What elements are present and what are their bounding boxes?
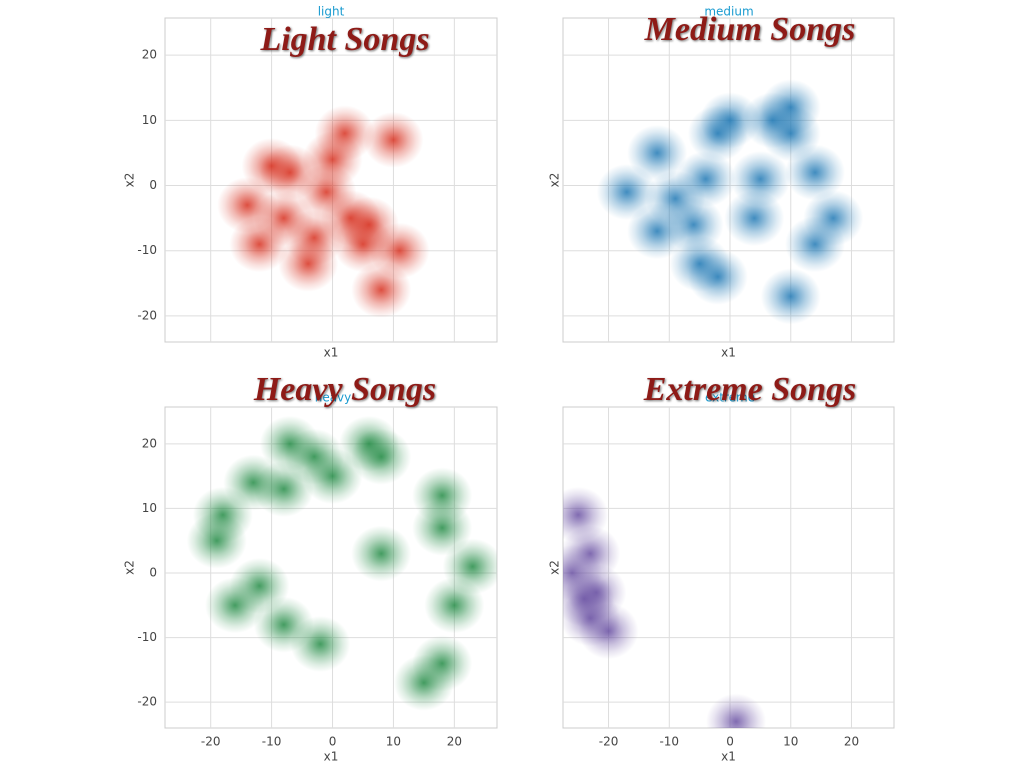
density-layer: [186, 415, 497, 711]
density-peak: [803, 190, 864, 247]
panel-subtitle: heavy: [315, 391, 352, 405]
y-tick-label: 10: [142, 501, 157, 515]
y-tick-label: 20: [142, 48, 157, 62]
density-peak: [627, 124, 688, 181]
y-tick-label: -20: [137, 695, 157, 709]
x-tick-label: 20: [447, 735, 462, 749]
x-axis-label: x1: [324, 750, 339, 764]
y-tick-label: 0: [149, 178, 157, 192]
x-tick-label: -10: [659, 735, 679, 749]
y-axis-label: x2: [123, 173, 137, 188]
density-peak: [205, 577, 266, 634]
x-axis-label: x1: [721, 750, 736, 764]
density-peak: [742, 92, 803, 149]
density-peak: [253, 596, 314, 653]
x-tick-label: 20: [844, 735, 859, 749]
x-tick-label: 0: [329, 735, 337, 749]
y-axis-label: x2: [548, 173, 562, 188]
y-tick-label: 10: [142, 113, 157, 127]
y-tick-label: 20: [142, 436, 157, 450]
y-tick-label: 0: [149, 565, 157, 579]
density-peak: [687, 105, 748, 162]
density-peak: [351, 525, 412, 582]
density-peak: [645, 170, 706, 227]
density-peak: [332, 216, 393, 273]
panel-subtitle: medium: [704, 5, 753, 19]
y-axis-label: x2: [548, 560, 562, 575]
density-peak: [412, 499, 473, 556]
x-tick-label: 10: [386, 735, 401, 749]
density-layer: [563, 486, 767, 728]
density-peak: [314, 105, 375, 162]
panel-title: Extreme Songs: [643, 371, 857, 408]
density-peak: [785, 144, 846, 201]
density-peak: [229, 216, 290, 273]
x-tick-label: 0: [726, 735, 734, 749]
panel-subtitle: extreme: [705, 391, 755, 405]
x-axis-label: x1: [324, 346, 339, 360]
y-tick-label: -10: [137, 243, 157, 257]
panel-subtitle: light: [318, 5, 345, 19]
x-tick-label: -10: [262, 735, 282, 749]
panel-title: Heavy Songs: [253, 371, 436, 408]
density-peak: [259, 144, 320, 201]
density-peak: [578, 603, 639, 660]
x-tick-label: 10: [783, 735, 798, 749]
density-peak: [596, 164, 657, 221]
panel-title: Light Songs: [259, 21, 429, 58]
panel-title: Medium Songs: [644, 11, 856, 48]
y-axis-label: x2: [123, 560, 137, 575]
x-tick-label: -20: [599, 735, 619, 749]
x-tick-label: -20: [201, 735, 221, 749]
density-layer: [217, 105, 430, 318]
x-axis-label: x1: [721, 346, 736, 360]
density-peak: [706, 693, 767, 728]
density-peak: [351, 428, 412, 485]
density-peak: [760, 268, 821, 325]
density-peak: [687, 248, 748, 305]
density-peak: [186, 512, 247, 569]
y-tick-label: -10: [137, 630, 157, 644]
density-peak: [363, 111, 424, 168]
density-peak: [393, 654, 454, 711]
density-layer: [596, 79, 864, 325]
y-tick-label: -20: [137, 308, 157, 322]
density-peak: [724, 190, 785, 247]
density-peak: [259, 415, 320, 472]
density-peak: [424, 577, 485, 634]
density-peak: [302, 448, 363, 505]
